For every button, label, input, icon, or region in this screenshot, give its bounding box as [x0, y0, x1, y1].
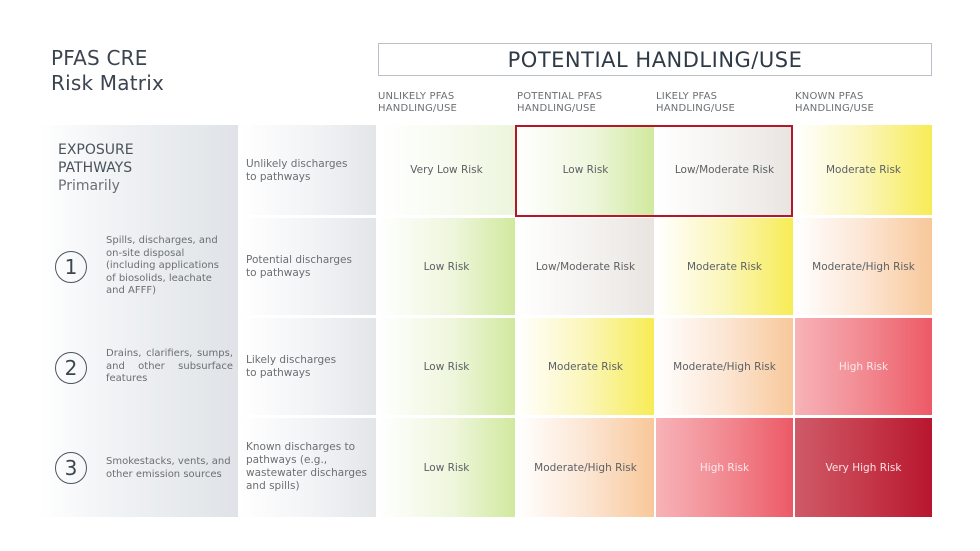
pathway-number-3-icon: 3 [55, 452, 87, 484]
risk-cell-r4-c3: High Risk [656, 418, 793, 517]
row-label-bg-3 [240, 318, 376, 415]
risk-cell-r2-c4: Moderate/High Risk [795, 218, 932, 315]
exposure-line-3: Primarily [58, 178, 120, 194]
exposure-pathways-heading: EXPOSURE PATHWAYS Primarily [58, 141, 134, 195]
column-header-line: HANDLING/USE [517, 103, 597, 114]
risk-cell-r1-c3: Low/Moderate Risk [656, 125, 793, 215]
row-label-bg-4 [240, 418, 376, 517]
column-header-line: POTENTIAL PFAS [517, 91, 603, 102]
row-label-likely: Likely discharges to pathways [246, 354, 337, 379]
column-header-line: LIKELY PFAS [656, 91, 718, 102]
column-header-unlikely: UNLIKELY PFAS HANDLING/USE [378, 91, 457, 115]
risk-cell-r4-c1: Low Risk [378, 418, 515, 517]
column-header-line: HANDLING/USE [795, 103, 875, 114]
exposure-line-1: EXPOSURE [58, 142, 134, 158]
row-label-bg-1 [240, 125, 376, 215]
column-header-line: UNLIKELY PFAS [378, 91, 455, 102]
row-label-known: Known discharges to pathways (e.g., wast… [246, 441, 367, 492]
exposure-pathways-panel [40, 125, 238, 517]
pathway-number-2-icon: 2 [55, 352, 87, 384]
risk-cell-r4-c4: Very High Risk [795, 418, 932, 517]
risk-cell-r2-c3: Moderate Risk [656, 218, 793, 315]
pathway-description-2: Drains, clarifiers, sumps, and other sub… [106, 348, 233, 384]
risk-cell-r3-c2: Moderate Risk [517, 318, 654, 415]
title-line-1: PFAS CRE [51, 46, 148, 70]
pathway-description-3: Smokestacks, vents, and other emission s… [106, 456, 231, 480]
exposure-line-2: PATHWAYS [58, 160, 133, 176]
column-header-line: KNOWN PFAS [795, 91, 864, 102]
handling-use-header: POTENTIAL HANDLING/USE [378, 43, 932, 76]
column-header-known: KNOWN PFAS HANDLING/USE [795, 91, 874, 115]
risk-cell-r1-c2: Low Risk [517, 125, 654, 215]
column-header-likely: LIKELY PFAS HANDLING/USE [656, 91, 735, 115]
risk-cell-r2-c2: Low/Moderate Risk [517, 218, 654, 315]
row-label-bg-2 [240, 218, 376, 315]
column-header-line: HANDLING/USE [656, 103, 736, 114]
risk-cell-r3-c3: Moderate/High Risk [656, 318, 793, 415]
risk-cell-r4-c2: Moderate/High Risk [517, 418, 654, 517]
pathway-description-1: Spills, discharges, and on-site disposal… [106, 235, 219, 296]
risk-cell-r3-c4: High Risk [795, 318, 932, 415]
risk-cell-r1-c1: Very Low Risk [378, 125, 515, 215]
risk-cell-r1-c4: Moderate Risk [795, 125, 932, 215]
title-line-2: Risk Matrix [51, 71, 164, 95]
row-label-potential: Potential discharges to pathways [246, 254, 352, 279]
column-header-potential: POTENTIAL PFAS HANDLING/USE [517, 91, 602, 115]
row-label-unlikely: Unlikely discharges to pathways [246, 158, 348, 183]
page-title: PFAS CRE Risk Matrix [51, 46, 164, 96]
column-header-line: HANDLING/USE [378, 103, 458, 114]
risk-cell-r3-c1: Low Risk [378, 318, 515, 415]
risk-cell-r2-c1: Low Risk [378, 218, 515, 315]
pathway-number-1-icon: 1 [55, 251, 87, 283]
